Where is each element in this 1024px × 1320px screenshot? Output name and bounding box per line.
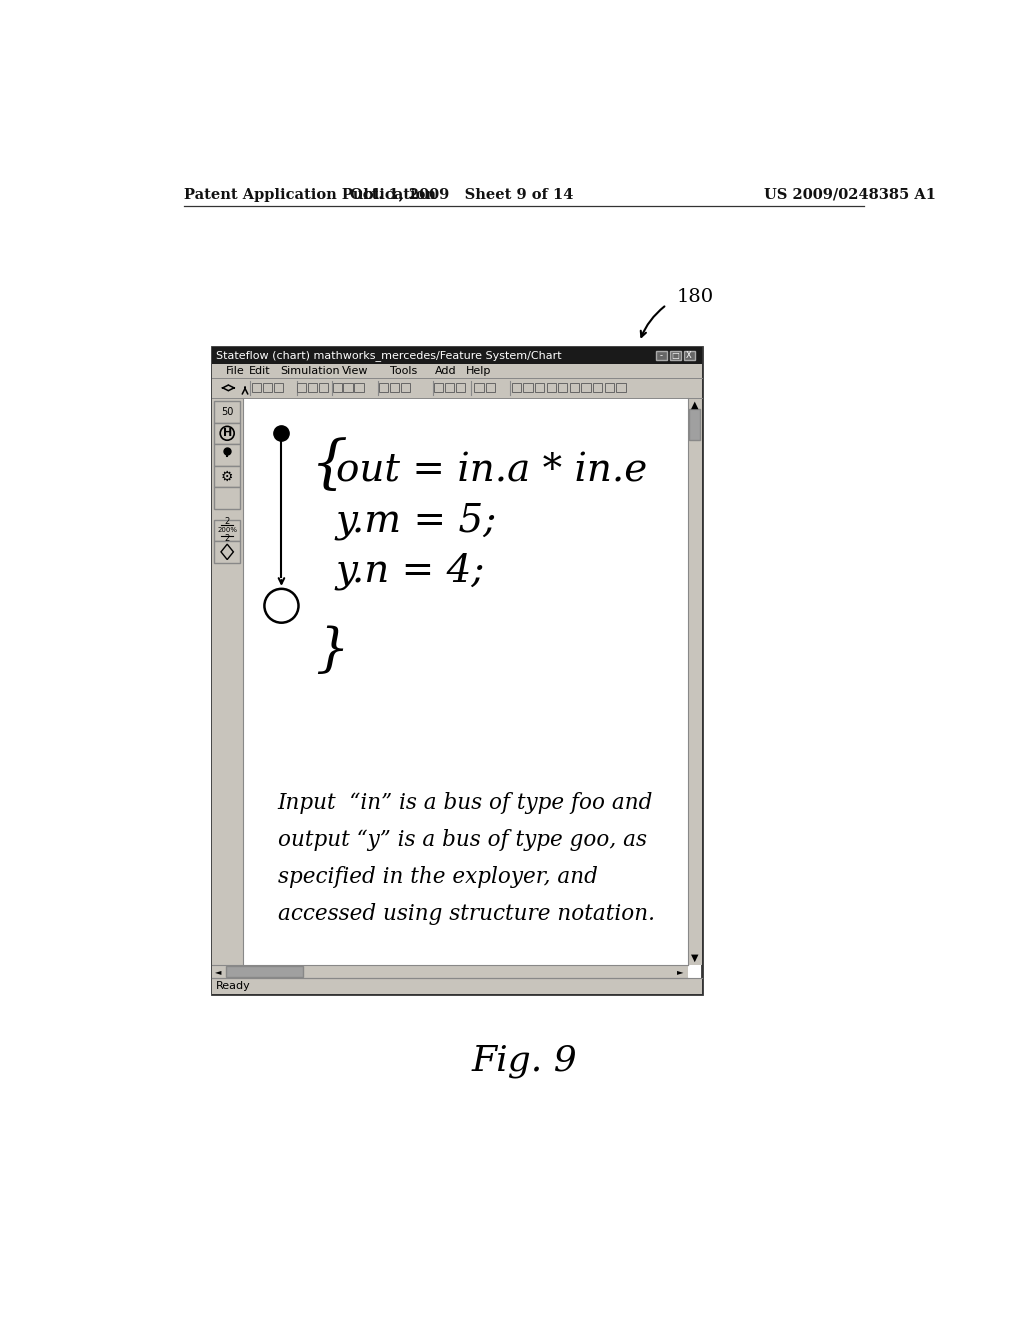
Bar (263, 383, 272, 392)
Bar (214, 401, 241, 422)
Bar (379, 383, 388, 392)
Bar (445, 383, 455, 392)
Text: View: View (342, 366, 369, 376)
Text: File: File (225, 366, 245, 376)
Bar (214, 422, 241, 444)
Text: 2: 2 (224, 535, 229, 544)
Bar (687, 397, 701, 965)
Bar (684, 351, 694, 360)
Circle shape (220, 426, 234, 441)
Bar (214, 541, 241, 562)
Text: 200%: 200% (217, 527, 238, 533)
Text: Fig. 9: Fig. 9 (472, 1044, 578, 1078)
Text: Ready: Ready (216, 981, 250, 991)
Text: output “y” is a bus of type goo, as: output “y” is a bus of type goo, as (278, 829, 646, 851)
Bar (212, 347, 701, 994)
Bar (214, 487, 241, 508)
Bar (569, 383, 579, 392)
Text: y.m = 5;: y.m = 5; (336, 503, 497, 540)
Bar (212, 965, 687, 978)
Bar (212, 347, 701, 364)
Text: Patent Application Publication: Patent Application Publication (183, 187, 436, 202)
Bar (670, 351, 681, 360)
Text: Edit: Edit (249, 366, 270, 376)
Text: Oct. 1, 2009   Sheet 9 of 14: Oct. 1, 2009 Sheet 9 of 14 (349, 187, 573, 202)
Text: out = in.a * in.e: out = in.a * in.e (336, 453, 647, 490)
Text: Input  “in” is a bus of type foo and: Input “in” is a bus of type foo and (278, 792, 653, 814)
Bar (655, 351, 667, 360)
Text: y.n = 4;: y.n = 4; (336, 552, 485, 590)
Text: }: } (314, 626, 348, 676)
Text: □: □ (671, 351, 679, 360)
Bar (225, 966, 303, 977)
Bar (474, 383, 483, 392)
Bar (547, 383, 556, 392)
Text: 50: 50 (221, 407, 233, 417)
Bar (616, 383, 626, 392)
Bar (689, 409, 700, 441)
Text: H: H (222, 428, 231, 438)
Text: X: X (686, 351, 692, 360)
Bar (523, 383, 532, 392)
Bar (273, 383, 283, 392)
Bar (390, 383, 399, 392)
Polygon shape (221, 544, 233, 560)
Bar (214, 520, 241, 541)
Bar (212, 397, 243, 965)
Text: ▲: ▲ (691, 400, 698, 409)
Bar (535, 383, 544, 392)
Bar (354, 383, 364, 392)
Bar (582, 383, 591, 392)
Bar (297, 383, 306, 392)
Text: specified in the exployer, and: specified in the exployer, and (278, 866, 597, 888)
Bar (318, 383, 328, 392)
Text: -: - (659, 351, 663, 360)
Bar (212, 364, 701, 378)
Bar (486, 383, 496, 392)
Circle shape (264, 589, 299, 623)
Bar (456, 383, 465, 392)
Text: {: { (311, 438, 348, 495)
Bar (212, 378, 701, 397)
Bar (512, 383, 521, 392)
Text: accessed using structure notation.: accessed using structure notation. (278, 903, 654, 925)
Text: ►: ► (677, 968, 684, 975)
Text: 2: 2 (224, 517, 229, 527)
Bar (593, 383, 602, 392)
Bar (308, 383, 317, 392)
Text: US 2009/0248385 A1: US 2009/0248385 A1 (764, 187, 936, 202)
Bar (214, 444, 241, 466)
Bar (434, 383, 443, 392)
Bar (604, 383, 614, 392)
Text: Tools: Tools (390, 366, 417, 376)
Bar (214, 466, 241, 487)
Text: 180: 180 (677, 288, 714, 306)
Text: ◄: ◄ (215, 968, 222, 975)
Bar (212, 978, 701, 994)
Bar (400, 383, 410, 392)
Text: ▼: ▼ (691, 953, 698, 962)
Bar (243, 397, 687, 965)
Text: Stateflow (chart) mathworks_mercedes/Feature System/Chart: Stateflow (chart) mathworks_mercedes/Fea… (216, 350, 561, 360)
Bar (252, 383, 261, 392)
Text: Add: Add (435, 366, 457, 376)
Bar (333, 383, 342, 392)
Bar (343, 383, 352, 392)
Text: Simulation: Simulation (280, 366, 340, 376)
Text: Help: Help (466, 366, 492, 376)
Bar (558, 383, 567, 392)
Text: ⚙: ⚙ (221, 470, 233, 483)
